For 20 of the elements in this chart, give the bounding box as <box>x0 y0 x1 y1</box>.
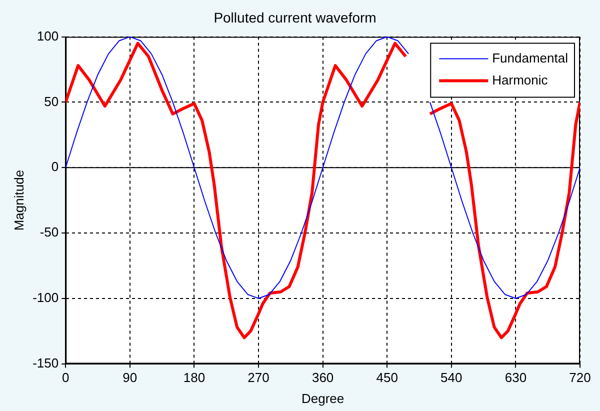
x-tick-label: 360 <box>312 370 334 386</box>
x-tick-label: 630 <box>504 370 527 386</box>
x-axis-title: Degree <box>301 390 344 406</box>
x-tick-label: 540 <box>440 370 462 386</box>
legend-label: Harmonic <box>492 72 548 88</box>
y-tick-label: 0 <box>51 159 59 174</box>
y-tick-label: -100 <box>32 290 59 305</box>
y-axis-title: Magnitude <box>11 170 26 231</box>
x-tick-label: 270 <box>248 370 270 386</box>
legend-label: Fundamental <box>492 50 568 66</box>
chart-title: Polluted current waveform <box>214 9 376 26</box>
y-tick-label: -150 <box>32 355 59 370</box>
y-tick-label: 100 <box>36 28 59 44</box>
x-tick-label: 450 <box>376 370 398 386</box>
x-tick-label: 180 <box>183 370 206 386</box>
x-tick-label: 90 <box>122 370 138 386</box>
y-tick-label: 50 <box>44 94 59 109</box>
x-tick-label: 0 <box>62 370 70 386</box>
y-tick-label: -50 <box>40 224 59 240</box>
x-tick-label: 720 <box>569 370 591 386</box>
